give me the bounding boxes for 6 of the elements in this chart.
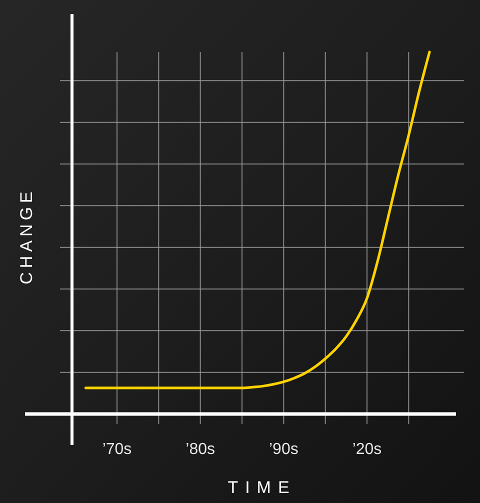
x-tick-label: ’20s <box>352 441 382 458</box>
x-tick-label: ’90s <box>268 441 298 458</box>
x-axis-title: TIME <box>228 478 296 497</box>
y-axis-title: CHANGE <box>17 188 36 284</box>
x-tick-label: ’80s <box>186 441 216 458</box>
x-tick-label: ’70s <box>102 441 132 458</box>
